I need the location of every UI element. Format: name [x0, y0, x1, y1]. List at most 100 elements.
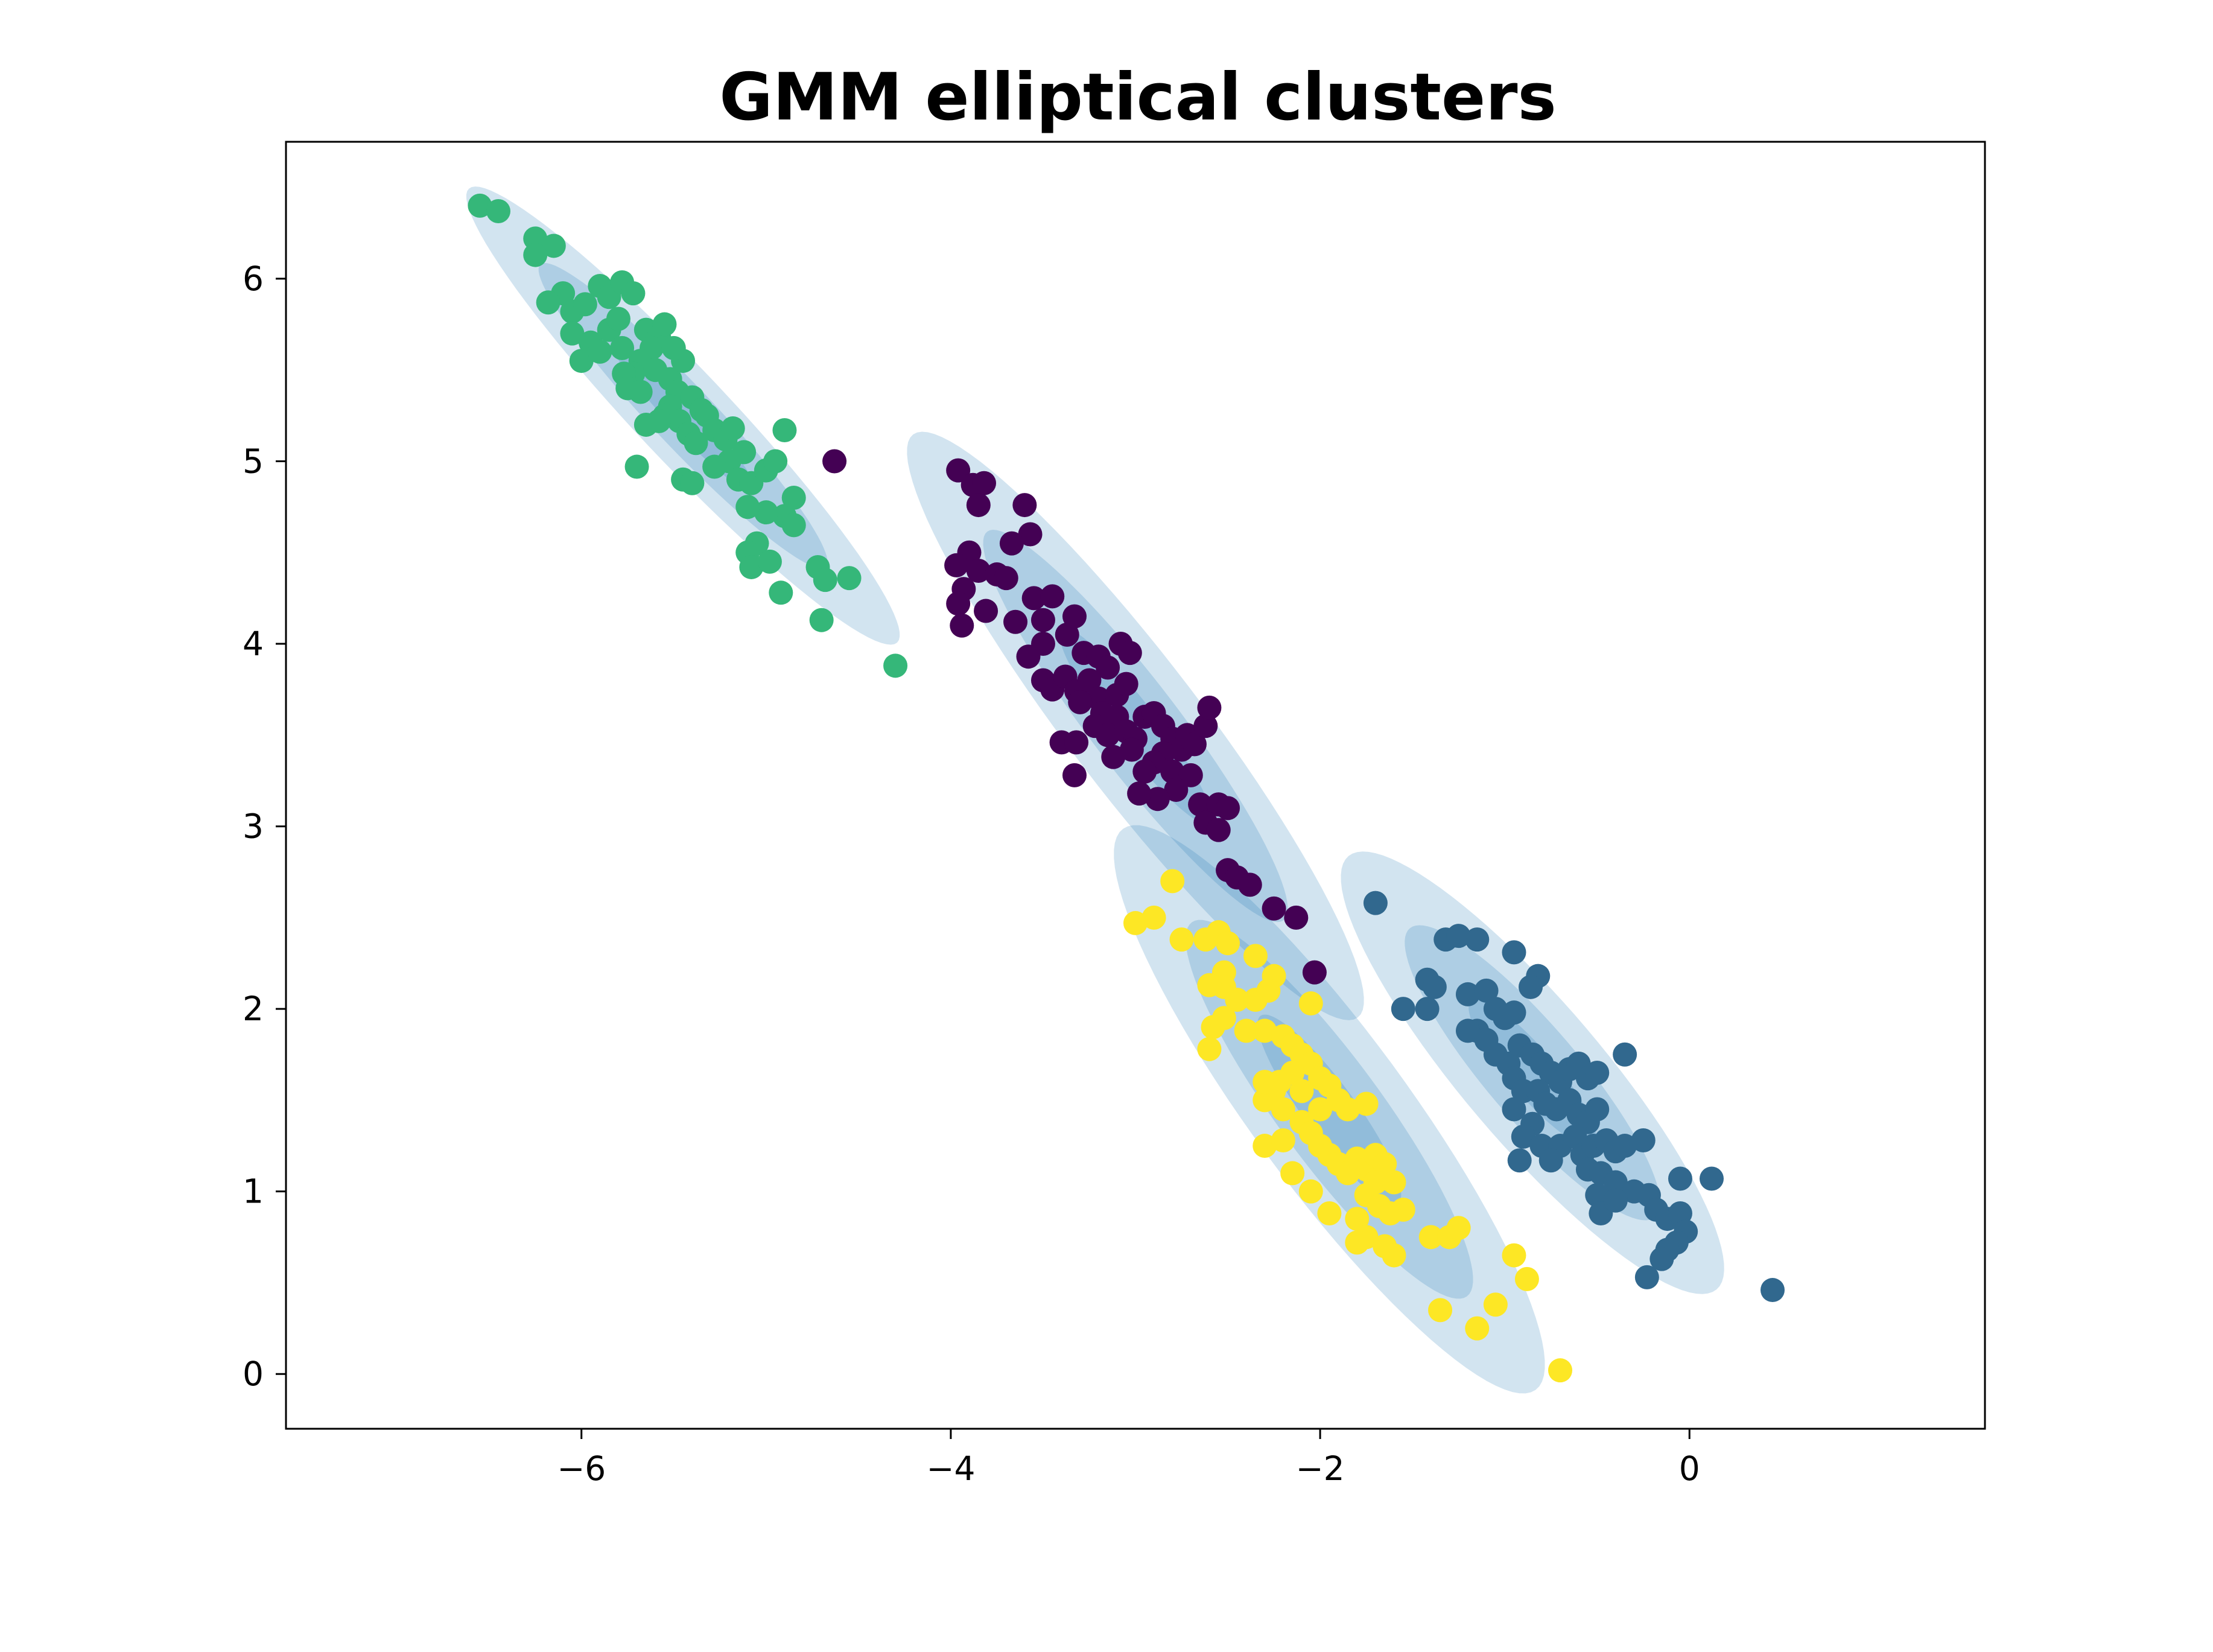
cluster-3-point — [573, 292, 597, 317]
cluster-1-point — [1237, 872, 1262, 897]
cluster-1-point — [1114, 672, 1138, 696]
cluster-1-point — [1055, 622, 1079, 647]
cluster-3-point — [621, 281, 646, 306]
cluster-2-point — [1502, 1000, 1526, 1025]
y-tick-label: 6 — [243, 259, 264, 298]
cluster-2-point — [1422, 974, 1447, 999]
cluster-2-point — [1761, 1278, 1785, 1303]
x-tick-label: −2 — [1296, 1449, 1345, 1488]
cluster-2-point — [1634, 1265, 1659, 1289]
cluster-1-point — [1302, 960, 1327, 985]
cluster-2-point — [1502, 1097, 1526, 1122]
cluster-1-point — [822, 449, 847, 474]
cluster-1-point — [1062, 604, 1087, 629]
cluster-4-point — [1446, 1216, 1471, 1241]
cluster-4-point — [1382, 1170, 1406, 1195]
cluster-4-point — [1548, 1358, 1572, 1383]
cluster-3-point — [560, 321, 585, 346]
cluster-1-point — [1101, 745, 1126, 769]
cluster-2-point — [1613, 1134, 1637, 1158]
cluster-4-point — [1197, 973, 1222, 997]
cluster-1-point — [999, 531, 1024, 556]
cluster-1-point — [974, 599, 999, 623]
cluster-2-point — [1603, 1188, 1628, 1213]
cluster-3-point — [680, 471, 705, 495]
cluster-4-point — [1160, 869, 1185, 894]
cluster-1-point — [946, 458, 971, 483]
cluster-3-point — [588, 339, 612, 364]
cluster-1-point — [1012, 493, 1037, 518]
cluster-3-point — [757, 549, 782, 574]
cluster-1-point — [1064, 730, 1089, 755]
cluster-1-point — [1077, 668, 1102, 693]
cluster-2-point — [1474, 978, 1499, 1003]
cluster-3-point — [809, 608, 834, 632]
cluster-1-point — [1040, 584, 1065, 609]
cluster-1-point — [1062, 763, 1087, 787]
cluster-2-point — [1391, 997, 1415, 1021]
cluster-3-point — [883, 653, 908, 678]
cluster-4-point — [1197, 1037, 1222, 1061]
cluster-4-point — [1201, 1015, 1225, 1040]
cluster-4-point — [1428, 1298, 1453, 1323]
cluster-4-point — [1289, 1079, 1314, 1104]
x-tick-label: −4 — [926, 1449, 975, 1488]
cluster-1-point — [1197, 695, 1222, 720]
cluster-1-point — [972, 471, 997, 495]
cluster-3-point — [769, 580, 793, 605]
cluster-4-point — [1382, 1243, 1406, 1268]
cluster-2-point — [1585, 1061, 1610, 1085]
cluster-1-point — [966, 559, 991, 583]
cluster-3-point — [468, 193, 492, 218]
cluster-1-point — [1216, 796, 1240, 821]
y-tick-label: 3 — [243, 807, 264, 846]
cluster-1-point — [1016, 644, 1041, 669]
cluster-1-point — [1021, 586, 1046, 611]
cluster-3-point — [523, 243, 548, 267]
cluster-4-point — [1216, 931, 1240, 956]
cluster-4-point — [1298, 991, 1323, 1016]
cluster-1-point — [1188, 792, 1213, 817]
cluster-4-point — [1345, 1230, 1370, 1255]
cluster-3-point — [661, 335, 686, 360]
cluster-1-point — [1117, 641, 1142, 666]
x-tick-label: −6 — [557, 1449, 606, 1488]
cluster-3-point — [781, 513, 806, 538]
cluster-4-point — [1373, 1152, 1397, 1177]
cluster-1-point — [944, 553, 969, 577]
plot-frame — [285, 141, 1986, 1430]
cluster-1-point — [1003, 609, 1028, 634]
y-tick-label: 0 — [243, 1355, 264, 1393]
cluster-1-point — [1164, 778, 1189, 802]
y-tick-label: 4 — [243, 624, 264, 663]
cluster-2-point — [1502, 940, 1526, 965]
cluster-4-point — [1317, 1201, 1342, 1225]
x-axis: −6 −4 −2 0 — [557, 1429, 1700, 1488]
cluster-4-point — [1253, 1018, 1277, 1043]
cluster-3-point — [739, 554, 764, 579]
cluster-1-point — [950, 613, 974, 638]
cluster-2-point — [1465, 927, 1490, 952]
cluster-2-point — [1585, 1183, 1610, 1207]
cluster-3-point — [606, 307, 630, 331]
cluster-2-point — [1446, 924, 1471, 948]
cluster-4-point — [1253, 1134, 1277, 1158]
cluster-4-point — [1465, 1316, 1490, 1341]
cluster-4-point — [1253, 1088, 1277, 1113]
cluster-2-point — [1415, 997, 1440, 1021]
cluster-3-point — [486, 199, 510, 223]
cluster-3-point — [720, 416, 745, 441]
cluster-4-point — [1123, 910, 1148, 935]
cluster-3-point — [624, 454, 649, 479]
cluster-3-point — [735, 495, 760, 519]
cluster-1-point — [1096, 655, 1120, 680]
cluster-4-point — [1234, 1018, 1259, 1043]
x-tick-label: 0 — [1679, 1449, 1700, 1488]
cluster-3-point — [647, 408, 672, 433]
cluster-1-point — [1030, 608, 1055, 632]
cluster-2-point — [1507, 1148, 1532, 1173]
cluster-1-point — [1132, 759, 1157, 784]
cluster-4-point — [1243, 944, 1268, 968]
cluster-1-point — [1262, 896, 1286, 921]
